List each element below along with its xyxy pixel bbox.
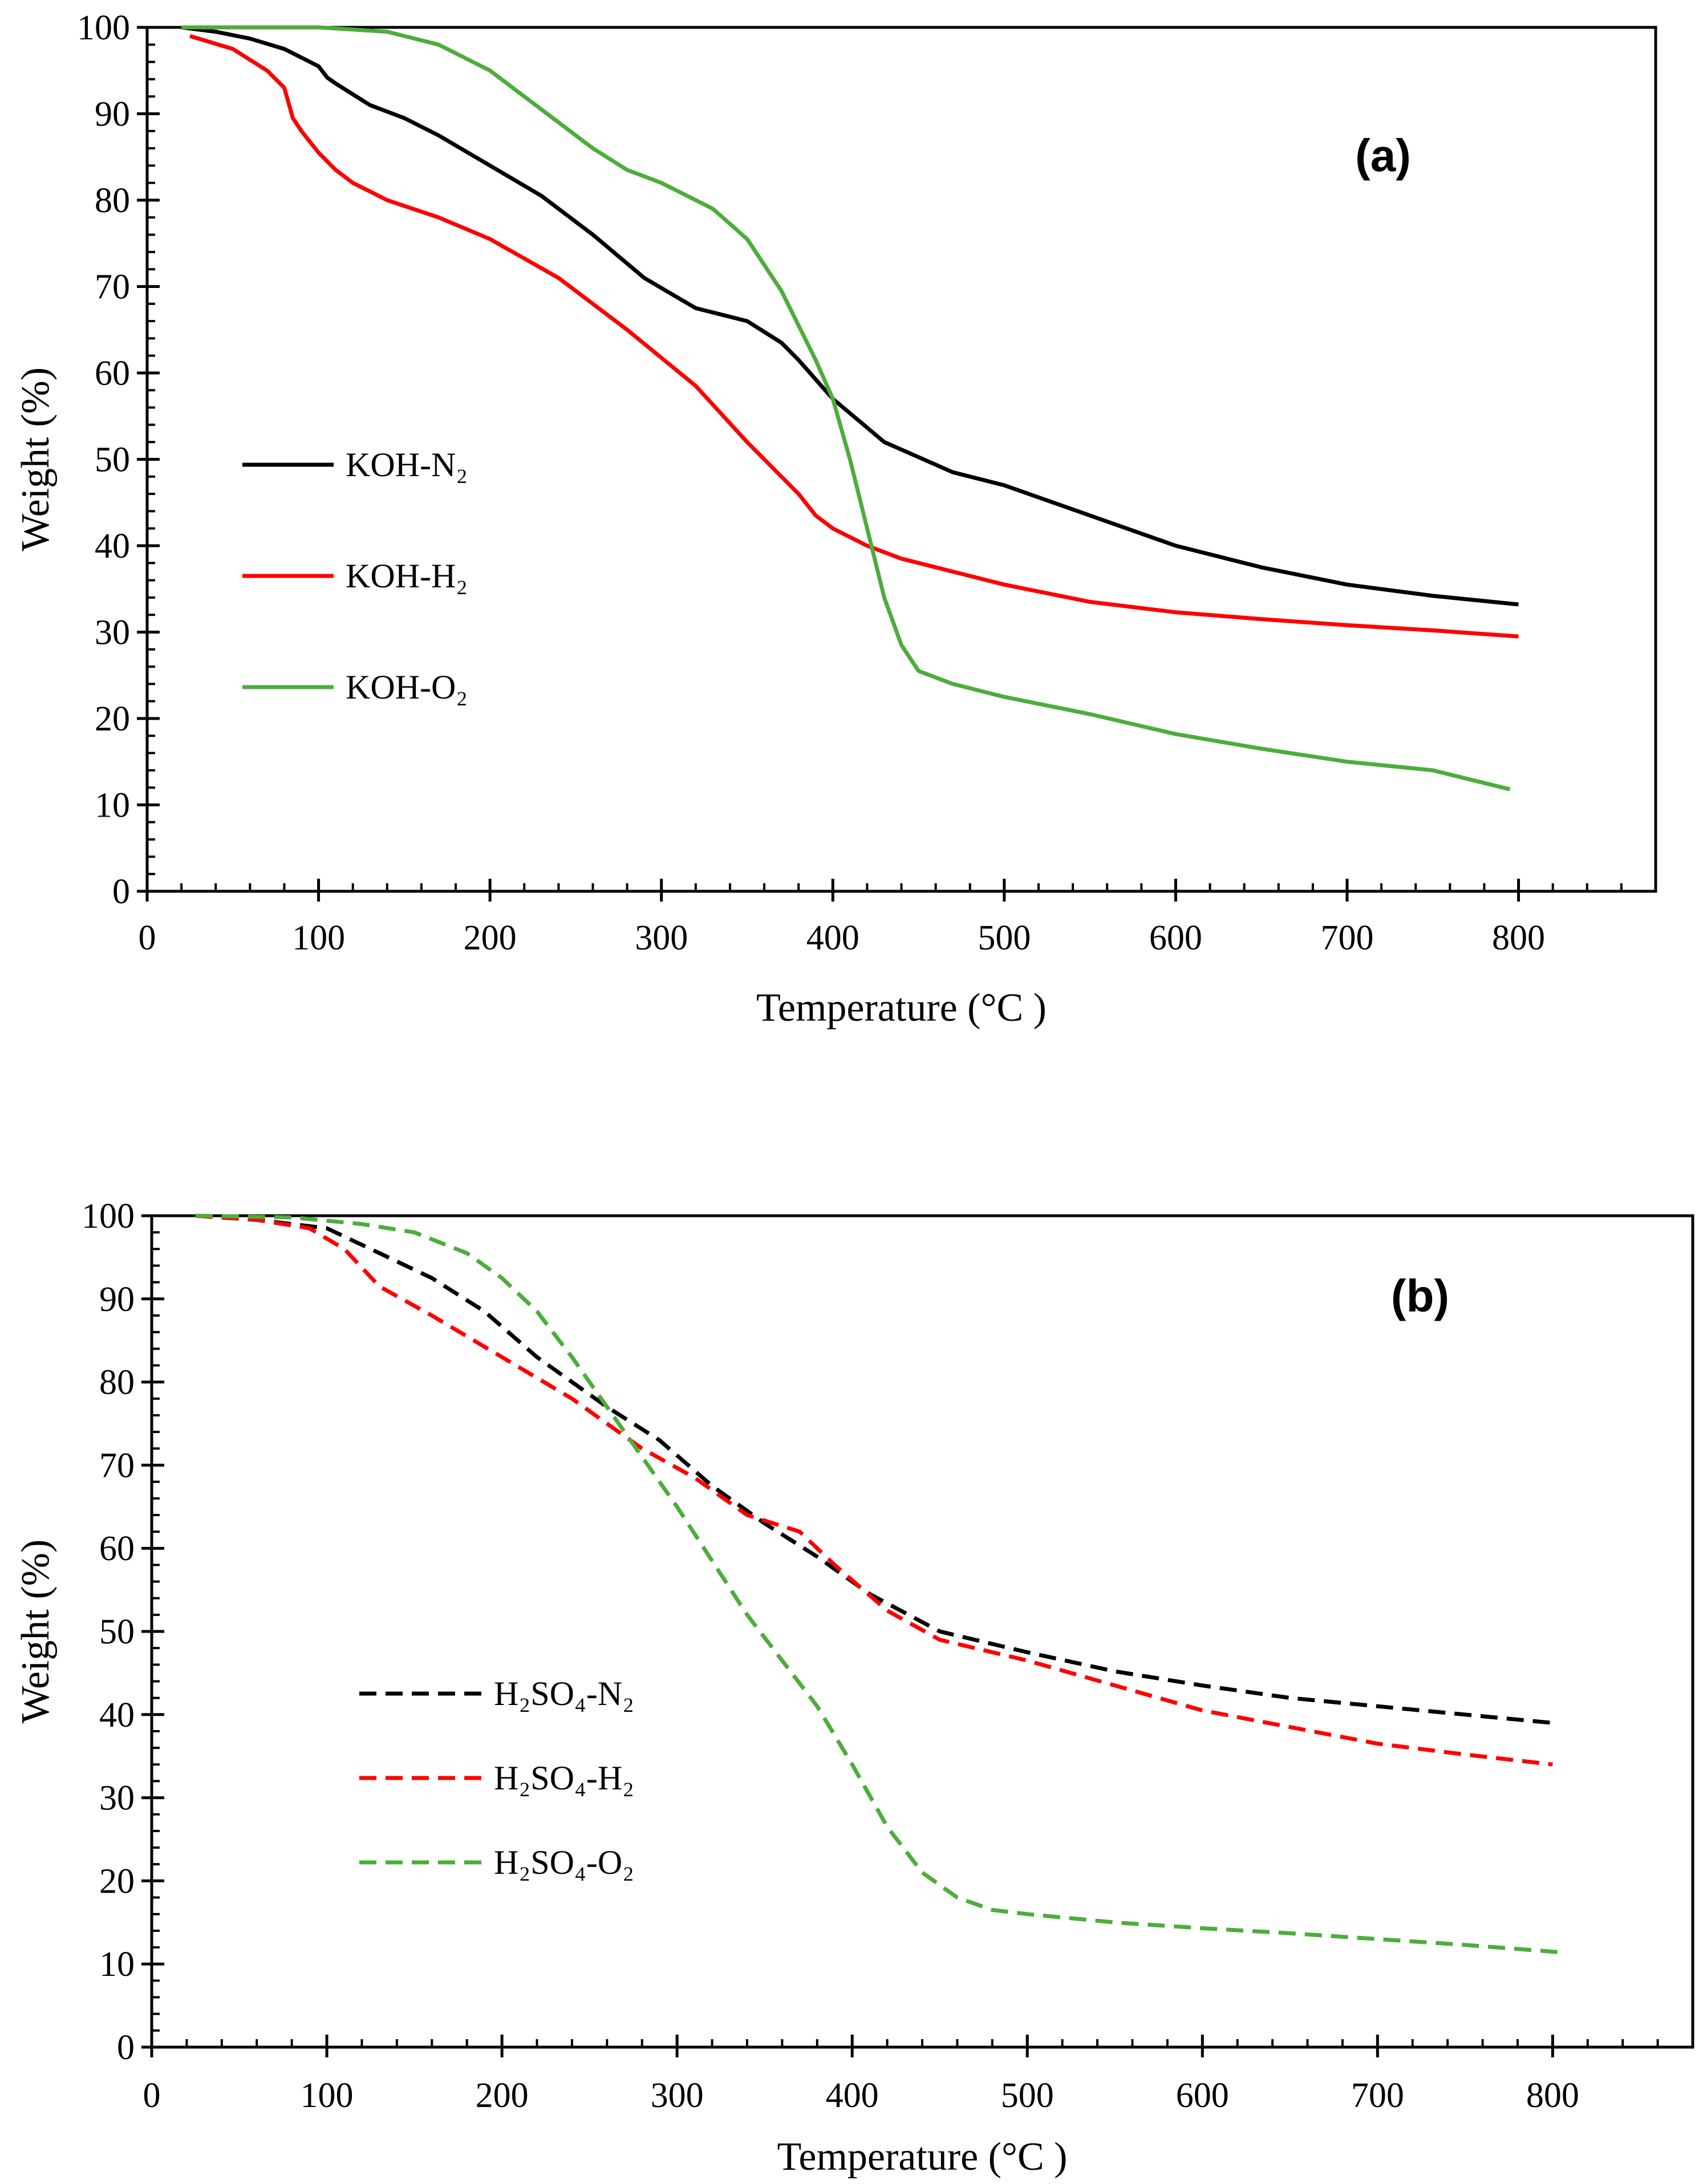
x-tick-label-b: 500	[1001, 2076, 1054, 2115]
y-tick-label-b: 40	[99, 1696, 135, 1735]
y-tick-label-a: 20	[95, 700, 130, 738]
y-tick-label-a: 10	[95, 786, 130, 825]
x-tick-label-a: 700	[1320, 919, 1373, 957]
y-tick-label-b: 30	[99, 1779, 135, 1818]
panel-label-a: (a)	[1355, 130, 1411, 181]
x-tick-label-b: 800	[1526, 2076, 1579, 2115]
y-tick-label-a: 90	[95, 95, 130, 134]
y-tick-label-b: 50	[99, 1613, 135, 1651]
legend-label-b-1: H₂SO₄-H₂	[494, 1759, 634, 1797]
legend-label-a-1: KOH-H₂	[346, 557, 468, 595]
y-axis-title-a: Weight (%)	[14, 367, 58, 551]
x-axis-title-a: Temperature (°C )	[756, 986, 1047, 1030]
series-line-b-1	[195, 1213, 1553, 1767]
x-tick-label-b: 100	[301, 2076, 354, 2115]
y-tick-label-b: 100	[82, 1197, 135, 1236]
x-tick-label-a: 800	[1492, 919, 1545, 957]
legend-label-a-2: KOH-O₂	[346, 668, 468, 706]
legend-label-b-0: H₂SO₄-N₂	[494, 1675, 634, 1712]
x-tick-label-b: 0	[143, 2076, 161, 2115]
y-tick-label-a: 70	[95, 268, 130, 307]
y-tick-label-b: 0	[117, 2028, 135, 2067]
x-tick-label-a: 400	[806, 919, 859, 957]
x-tick-label-a: 300	[635, 919, 688, 957]
x-axis-title-b: Temperature (°C )	[777, 2135, 1068, 2179]
series-line-b-0	[195, 1213, 1553, 1725]
x-tick-label-b: 700	[1351, 2076, 1404, 2115]
x-tick-label-a: 0	[139, 919, 156, 957]
y-tick-label-b: 10	[99, 1945, 135, 1984]
legend-label-a-0: KOH-N₂	[346, 446, 468, 484]
y-tick-label-a: 0	[112, 872, 130, 911]
x-tick-label-b: 200	[476, 2076, 529, 2115]
y-tick-label-a: 100	[77, 9, 130, 47]
y-axis-title-b: Weight (%)	[14, 1540, 58, 1724]
x-tick-label-a: 500	[978, 919, 1031, 957]
x-tick-label-a: 200	[464, 919, 517, 957]
panel-label-b: (b)	[1391, 1270, 1449, 1321]
y-tick-label-b: 20	[99, 1862, 135, 1901]
x-tick-label-a: 600	[1149, 919, 1202, 957]
series-line-a-1	[189, 34, 1519, 639]
x-tick-label-a: 100	[292, 919, 345, 957]
y-tick-label-a: 80	[95, 181, 130, 220]
chart-b: 0 10 20 30 40 50 60 70 80 90 100 0 100 200 300 400 500 60…	[14, 1197, 1694, 2179]
series-line-a-0	[181, 25, 1519, 607]
y-tick-label-b: 80	[99, 1363, 135, 1402]
x-tick-label-b: 300	[651, 2076, 704, 2115]
y-tick-label-a: 60	[95, 354, 130, 393]
x-tick-label-b: 400	[826, 2076, 879, 2115]
series-line-a-2	[181, 25, 1511, 791]
y-tick-label-a: 40	[95, 527, 130, 566]
series-line-b-2	[195, 1213, 1562, 1955]
y-tick-label-b: 60	[99, 1529, 135, 1568]
legend-label-b-2: H₂SO₄-O₂	[494, 1844, 634, 1881]
chart-a: 0 10 20 30 40 50 60 70 80 90 100 0 100 200 300 400 500 60…	[14, 9, 1657, 1030]
x-tick-label-b: 600	[1176, 2076, 1229, 2115]
y-tick-label-b: 70	[99, 1446, 135, 1485]
y-tick-label-a: 30	[95, 614, 130, 652]
y-tick-label-b: 90	[99, 1280, 135, 1319]
y-tick-label-a: 50	[95, 441, 130, 480]
